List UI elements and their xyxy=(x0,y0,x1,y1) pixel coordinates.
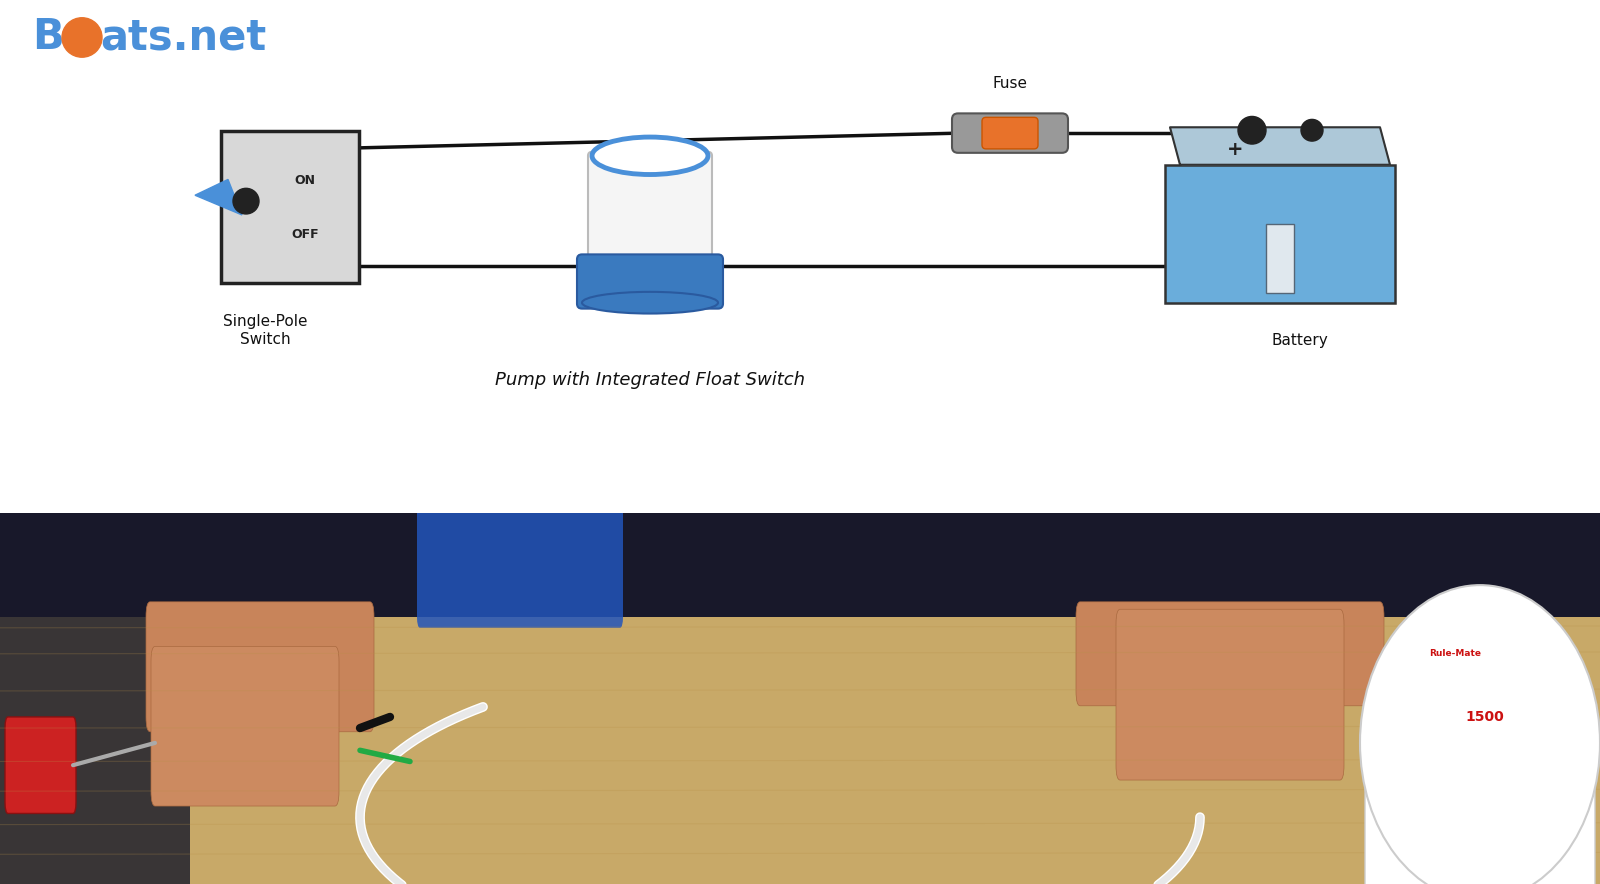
FancyBboxPatch shape xyxy=(0,513,1600,624)
Text: Battery: Battery xyxy=(1272,332,1328,347)
Text: Fuse: Fuse xyxy=(992,76,1027,91)
FancyBboxPatch shape xyxy=(1266,225,1294,293)
Circle shape xyxy=(1301,119,1323,141)
Circle shape xyxy=(234,188,259,214)
FancyBboxPatch shape xyxy=(1117,609,1344,780)
Text: OFF: OFF xyxy=(291,228,318,241)
FancyBboxPatch shape xyxy=(221,131,358,284)
FancyBboxPatch shape xyxy=(1365,710,1595,884)
Text: Rule-Mate: Rule-Mate xyxy=(1429,650,1482,659)
Ellipse shape xyxy=(582,292,718,314)
FancyBboxPatch shape xyxy=(982,118,1038,149)
Text: +: + xyxy=(1227,141,1243,159)
Ellipse shape xyxy=(1360,585,1600,884)
FancyBboxPatch shape xyxy=(1077,602,1384,705)
Text: ON: ON xyxy=(294,174,315,187)
Polygon shape xyxy=(195,179,242,215)
Text: B: B xyxy=(32,17,64,58)
FancyBboxPatch shape xyxy=(952,113,1069,153)
Text: 1500: 1500 xyxy=(1466,710,1504,724)
FancyBboxPatch shape xyxy=(418,501,622,628)
FancyBboxPatch shape xyxy=(0,617,190,884)
Text: Single-Pole
Switch: Single-Pole Switch xyxy=(222,314,307,347)
FancyBboxPatch shape xyxy=(1165,164,1395,303)
FancyBboxPatch shape xyxy=(0,617,1600,884)
FancyBboxPatch shape xyxy=(150,646,339,806)
Circle shape xyxy=(62,18,102,57)
Ellipse shape xyxy=(592,137,707,174)
Text: ats.net: ats.net xyxy=(99,17,266,58)
Circle shape xyxy=(1238,117,1266,144)
Text: Pump with Integrated Float Switch: Pump with Integrated Float Switch xyxy=(494,370,805,389)
Polygon shape xyxy=(1170,127,1390,164)
FancyBboxPatch shape xyxy=(578,255,723,309)
FancyBboxPatch shape xyxy=(146,602,374,732)
FancyBboxPatch shape xyxy=(5,717,77,813)
FancyBboxPatch shape xyxy=(589,152,712,268)
